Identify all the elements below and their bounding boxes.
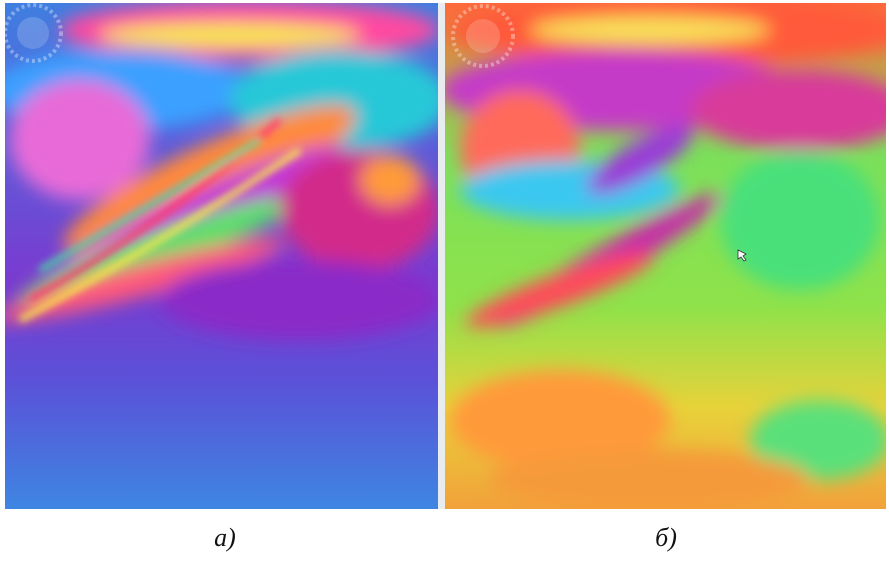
compass xyxy=(5,3,63,63)
interferogram-left xyxy=(5,3,438,509)
caption: а) xyxy=(214,523,236,552)
compass xyxy=(451,4,515,68)
caption: б) xyxy=(655,523,677,552)
divider xyxy=(438,3,445,509)
interferogram-right xyxy=(445,3,886,509)
cursor xyxy=(737,249,747,262)
